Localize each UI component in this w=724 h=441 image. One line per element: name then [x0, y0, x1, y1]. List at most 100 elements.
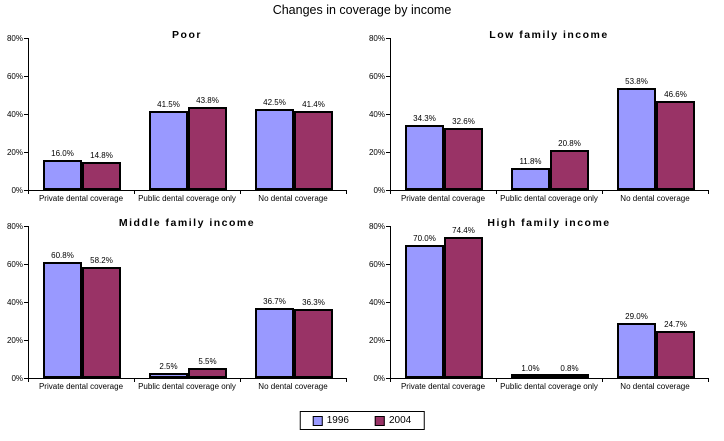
bar-2004 — [656, 101, 695, 190]
bar-2004 — [82, 267, 121, 378]
bar-value-label: 41.5% — [157, 100, 180, 110]
bar-1996 — [255, 308, 294, 378]
x-axis-category-label: Private dental coverage — [38, 382, 124, 391]
x-axis-tick-mark — [346, 379, 347, 382]
y-axis-tick-label: 40% — [368, 110, 385, 119]
y-axis-tick-label: 40% — [368, 298, 385, 307]
bar-value-label: 53.8% — [625, 76, 648, 86]
y-axis-tick-label: 20% — [6, 148, 23, 157]
plot-area: 60.8% 58.2% 2.5% 5.5% 36.7% 36.3% — [28, 226, 347, 379]
chart-panel-poor: Poor 16.0% 14.8% 41.5% 43.8% 42.5% 41.4% 0% 20% 4… — [2, 29, 360, 217]
legend-swatch-2004 — [375, 415, 385, 426]
bar-value-label: 74.4% — [452, 225, 475, 235]
bar-1996 — [405, 245, 444, 378]
bar-1996 — [511, 167, 550, 190]
bar-1996 — [43, 262, 82, 378]
figure-title: Changes in coverage by income — [272, 3, 452, 17]
y-axis-tick-label: 20% — [368, 148, 385, 157]
y-axis-tick-label: 80% — [368, 34, 385, 43]
legend-label-2004: 2004 — [389, 415, 412, 426]
bar-value-label: 29.0% — [625, 311, 648, 321]
bar-value-label: 5.5% — [198, 356, 217, 366]
bar-value-label: 36.3% — [302, 298, 325, 308]
y-axis-tick-mark — [386, 378, 390, 379]
plot-area: 16.0% 14.8% 41.5% 43.8% 42.5% 41.4% — [28, 38, 347, 191]
x-axis-category-label: No dental coverage — [258, 194, 328, 203]
bar-1996 — [149, 111, 188, 190]
y-axis-tick-label: 0% — [11, 374, 23, 383]
chart-panel-middle-family-income: Middle family income 60.8% 58.2% 2.5% 5.5% 36… — [2, 217, 360, 405]
y-axis-tick-mark — [386, 340, 390, 341]
subplot-title: Low family income — [489, 29, 609, 41]
bar-1996 — [405, 124, 444, 190]
x-axis-category-label: Public dental coverage only — [500, 194, 598, 203]
x-axis-tick-mark — [390, 379, 391, 382]
y-axis-tick-mark — [24, 38, 28, 39]
x-axis-tick-mark — [134, 379, 135, 382]
bar-2004 — [444, 236, 483, 378]
y-axis-tick-mark — [386, 38, 390, 39]
bar-value-label: 20.8% — [558, 139, 581, 149]
x-axis-tick-mark — [346, 191, 347, 194]
legend-item-2004: 2004 — [375, 415, 411, 426]
y-axis-tick-mark — [24, 302, 28, 303]
x-axis-tick-mark — [708, 379, 709, 382]
x-axis-category-label: Private dental coverage — [400, 194, 486, 203]
y-axis-tick-label: 80% — [368, 222, 385, 231]
bar-1996 — [43, 159, 82, 190]
bar-value-label: 70.0% — [413, 234, 436, 243]
y-axis-tick-mark — [386, 152, 390, 153]
x-axis-category-label: Private dental coverage — [38, 194, 124, 203]
x-axis-tick-mark — [708, 191, 709, 194]
y-axis-tick-mark — [386, 264, 390, 265]
y-axis-tick-mark — [386, 76, 390, 77]
subplot-title: Middle family income — [118, 217, 256, 229]
subplot-title: Poor — [172, 29, 202, 41]
bar-value-label: 58.2% — [90, 256, 113, 266]
y-axis-tick-mark — [24, 226, 28, 227]
legend-swatch-1996 — [312, 415, 323, 426]
bar-value-label: 46.6% — [664, 90, 687, 100]
bar-1996 — [617, 322, 656, 378]
legend-label-1996: 1996 — [326, 415, 349, 426]
bar-value-label: 36.7% — [263, 297, 286, 307]
y-axis-tick-label: 60% — [6, 260, 23, 269]
y-axis-tick-mark — [386, 226, 390, 227]
x-axis-tick-mark — [496, 379, 497, 382]
bar-value-label: 14.8% — [90, 150, 113, 160]
y-axis-tick-mark — [24, 152, 28, 153]
bar-2004 — [294, 111, 333, 190]
bar-1996 — [617, 87, 656, 190]
y-axis-tick-mark — [24, 114, 28, 115]
y-axis-tick-mark — [24, 190, 28, 191]
x-axis-tick-mark — [28, 379, 29, 382]
bar-value-label: 24.7% — [664, 320, 687, 330]
x-axis-tick-mark — [390, 191, 391, 194]
y-axis-tick-label: 80% — [6, 34, 23, 43]
y-axis-tick-label: 60% — [368, 260, 385, 269]
y-axis-tick-label: 0% — [11, 186, 23, 195]
bar-value-label: 34.3% — [413, 113, 436, 123]
y-axis-tick-label: 20% — [368, 336, 385, 345]
y-axis-tick-label: 80% — [6, 222, 23, 231]
y-axis-tick-label: 60% — [368, 72, 385, 81]
bar-value-label: 42.5% — [263, 98, 286, 108]
bar-2004 — [188, 106, 227, 190]
bar-value-label: 2.5% — [159, 362, 178, 372]
y-axis-tick-mark — [24, 76, 28, 77]
x-axis-tick-mark — [602, 379, 603, 382]
bar-2004 — [294, 309, 333, 378]
bar-value-label: 11.8% — [519, 156, 542, 166]
x-axis-tick-mark — [240, 379, 241, 382]
bar-value-label: 41.4% — [302, 100, 325, 110]
x-axis-category-label: Public dental coverage only — [138, 194, 236, 203]
x-axis-category-label: Public dental coverage only — [500, 382, 598, 391]
bar-value-label: 32.6% — [452, 117, 475, 127]
legend: 1996 2004 — [299, 411, 425, 430]
bar-value-label: 60.8% — [51, 251, 74, 261]
y-axis-tick-label: 20% — [6, 336, 23, 345]
x-axis-category-label: No dental coverage — [258, 382, 328, 391]
bar-value-label: 43.8% — [196, 95, 219, 105]
bar-value-label: 0.8% — [560, 364, 579, 373]
